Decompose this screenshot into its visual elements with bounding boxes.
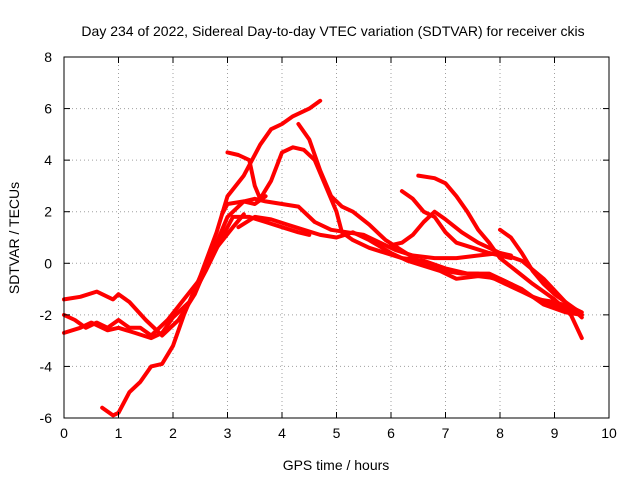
y-axis-label: SDTVAR / TECUs bbox=[6, 182, 22, 294]
series-track-10 bbox=[399, 189, 513, 261]
y-tick-label: 0 bbox=[44, 255, 52, 271]
x-tick-label: 0 bbox=[60, 425, 68, 441]
y-tick-label: 2 bbox=[44, 204, 52, 220]
series-track-3 bbox=[62, 212, 246, 338]
x-tick-label: 5 bbox=[333, 425, 341, 441]
chart-title: Day 234 of 2022, Sidereal Day-to-day VTE… bbox=[81, 23, 584, 39]
series-track-8 bbox=[296, 122, 584, 315]
y-tick-labels: -6 -4 -2 0 2 4 6 8 bbox=[40, 49, 53, 426]
series-track-4 bbox=[100, 98, 323, 418]
x-tick-label: 9 bbox=[551, 425, 559, 441]
y-tick-label: -6 bbox=[40, 410, 53, 426]
x-axis-label: GPS time / hours bbox=[283, 457, 390, 473]
x-tick-label: 10 bbox=[601, 425, 617, 441]
x-tick-label: 4 bbox=[278, 425, 286, 441]
series-track-1 bbox=[62, 194, 268, 338]
x-tick-label: 6 bbox=[387, 425, 395, 441]
x-tick-label: 3 bbox=[224, 425, 232, 441]
x-tick-label: 2 bbox=[169, 425, 177, 441]
x-tick-label: 7 bbox=[442, 425, 450, 441]
series-track-11 bbox=[416, 173, 584, 341]
series-track-12 bbox=[498, 227, 584, 317]
data-series bbox=[62, 98, 584, 418]
y-tick-label: 6 bbox=[44, 101, 52, 117]
axis-ticks bbox=[63, 56, 610, 419]
y-tick-label: -2 bbox=[40, 307, 53, 323]
y-tick-label: 4 bbox=[44, 152, 52, 168]
y-tick-label: 8 bbox=[44, 49, 52, 65]
x-tick-label: 1 bbox=[115, 425, 123, 441]
series-track-7 bbox=[225, 145, 584, 317]
x-tick-label: 8 bbox=[496, 425, 504, 441]
x-tick-labels: 0 1 2 3 4 5 6 7 8 9 10 bbox=[60, 425, 617, 441]
series-track-2 bbox=[62, 214, 312, 341]
y-tick-label: -4 bbox=[40, 358, 53, 374]
